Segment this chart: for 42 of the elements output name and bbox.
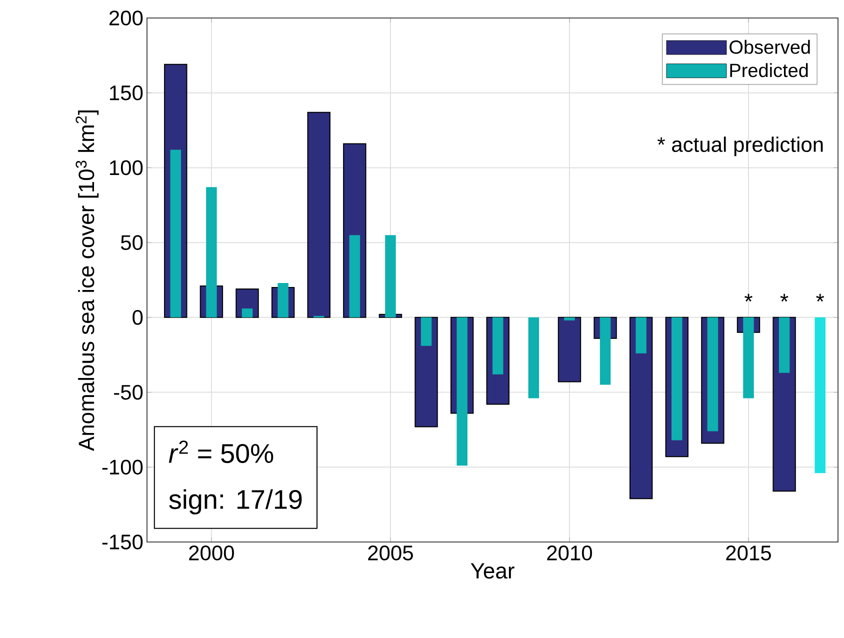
x-axis-title: Year xyxy=(470,563,514,579)
y-tick-label: 200 xyxy=(109,10,143,26)
y-tick-label: -150 xyxy=(102,534,143,550)
bar xyxy=(814,317,826,474)
legend-label: Observed xyxy=(730,40,810,54)
bar xyxy=(528,317,540,398)
bar xyxy=(743,317,754,398)
bar xyxy=(206,187,217,318)
y-tick-label: 100 xyxy=(110,160,143,176)
bar xyxy=(636,317,646,354)
y-tick-label: 150 xyxy=(110,85,143,100)
x-tick-label: 2015 xyxy=(726,546,771,560)
annotation: * xyxy=(744,294,752,302)
annotation: sign: 17/19 xyxy=(169,489,302,514)
y-tick-label: -50 xyxy=(114,384,143,400)
bar xyxy=(600,317,611,385)
bar xyxy=(170,150,182,318)
bar xyxy=(278,282,288,318)
bar xyxy=(558,316,582,382)
bar xyxy=(672,317,682,440)
bar xyxy=(564,317,575,320)
annotation: * actual prediction xyxy=(658,136,823,156)
bar xyxy=(492,317,504,374)
bar xyxy=(778,317,790,373)
y-tick-label: -100 xyxy=(102,460,143,475)
annotation: r$^{2}$ = 50% xyxy=(168,440,274,464)
y-axis-title: Anomalous sea ice cover [10$^{3}$ km$^{2}$] xyxy=(76,110,99,452)
x-tick-label: 2000 xyxy=(189,546,234,560)
bar xyxy=(707,317,718,432)
y-tick-label: 0 xyxy=(132,310,143,325)
bar xyxy=(456,317,468,466)
x-tick-label: 2010 xyxy=(547,546,592,560)
bar xyxy=(349,235,360,318)
legend-label: Predicted xyxy=(730,63,808,78)
x-tick-label: 2005 xyxy=(368,546,413,560)
annotation: * xyxy=(816,294,824,302)
bar xyxy=(242,308,253,318)
bar xyxy=(385,235,396,318)
annotation: * xyxy=(780,294,788,302)
bar xyxy=(420,317,432,346)
bar xyxy=(307,112,330,318)
y-tick-label: 50 xyxy=(120,235,143,250)
